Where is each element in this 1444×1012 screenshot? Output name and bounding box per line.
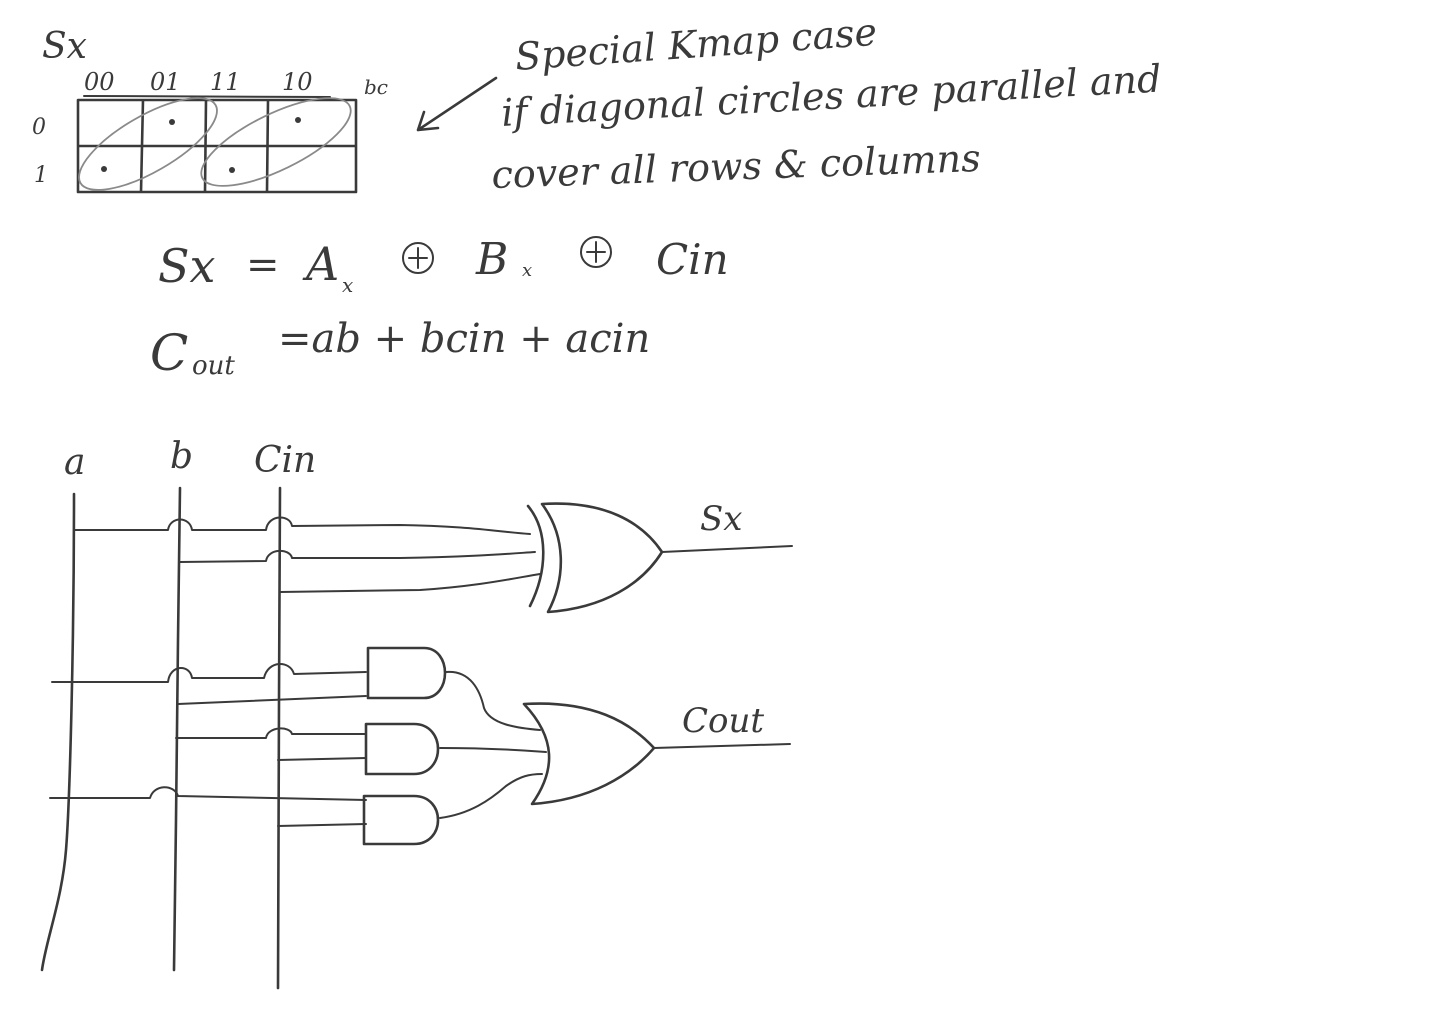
equation-term-b: B: [475, 234, 508, 285]
equation-carry-lhs: C: [150, 324, 188, 382]
equation-term-a: A: [302, 237, 339, 291]
equation-sum-lhs: Sx: [158, 239, 216, 293]
equation-equals: =: [246, 242, 280, 288]
wire-a-to-and3: [49, 786, 367, 801]
wire-and2-to-or: [439, 747, 547, 753]
annotation-note: Special Kmap case if diagonal circles ar…: [416, 10, 1162, 197]
kmap-row-header: 0: [32, 115, 46, 140]
equation-subscript: x: [342, 273, 353, 297]
input-rail-cin: [276, 486, 282, 990]
wire-cin-to-and2: [277, 757, 367, 761]
wire-b-to-and2: [175, 727, 367, 739]
wire-and1-to-or: [445, 670, 541, 731]
equation-term-cin: Cin: [656, 235, 729, 284]
output-label-sx: Sx: [700, 499, 742, 539]
arrow-icon: [416, 76, 498, 132]
output-label-cout: Cout: [682, 701, 764, 741]
kmap-col-header: 10: [282, 68, 313, 96]
and-gate-icon: [362, 794, 440, 846]
kmap-col-variable: bc: [364, 75, 388, 99]
kmap-grid: [76, 98, 358, 194]
kmap-col-header: 00: [84, 68, 115, 96]
equation-subscript: x: [522, 260, 532, 281]
input-label-a: a: [64, 442, 85, 483]
and-gate-icon: [364, 722, 440, 776]
wire-cout-output: [653, 743, 791, 749]
kmap-diagonal-circles: [78, 97, 352, 191]
wire-and3-to-or: [439, 773, 543, 819]
xor-gate-icon: [526, 502, 664, 614]
input-rail-b: [172, 486, 182, 972]
kmap-col-header: 01: [150, 68, 181, 96]
wire-a-to-xor: [73, 516, 531, 535]
wire-cin-to-xor: [279, 573, 541, 593]
and-gate-icon: [366, 646, 447, 700]
input-rail-a: [40, 492, 76, 972]
note-line: cover all rows & columns: [491, 136, 981, 197]
kmap-minterm-dots: [101, 117, 301, 173]
kmap-col-header: 11: [210, 68, 241, 96]
wire-b-to-and1: [177, 695, 367, 705]
or-gate-icon: [522, 702, 656, 806]
wire-cin-to-and3: [277, 823, 367, 827]
equation-carry: C out =ab + bcin + acin: [150, 316, 650, 382]
xor-operator-icon: [402, 242, 434, 274]
equation-carry-rhs: =ab + bcin + acin: [278, 316, 650, 362]
kmap-header-underline: [83, 95, 331, 98]
wire-b-to-xor: [179, 549, 536, 563]
kmap-title: Sx: [42, 26, 87, 67]
kmap: Sx 00 01 11 10 bc 0 1: [32, 26, 388, 194]
input-label-b: b: [170, 436, 193, 477]
wire-sx-output: [661, 545, 793, 553]
wire-a-to-and1: [51, 663, 367, 683]
equation-sum: Sx = A x B x Cin: [158, 234, 729, 297]
equation-subscript: out: [192, 351, 235, 381]
input-label-cin: Cin: [254, 440, 316, 481]
circuit-diagram: a b Cin Sx Co: [40, 436, 793, 990]
xor-operator-icon: [580, 236, 612, 268]
kmap-row-header: 1: [34, 163, 48, 188]
note-line: Special Kmap case: [514, 10, 879, 79]
